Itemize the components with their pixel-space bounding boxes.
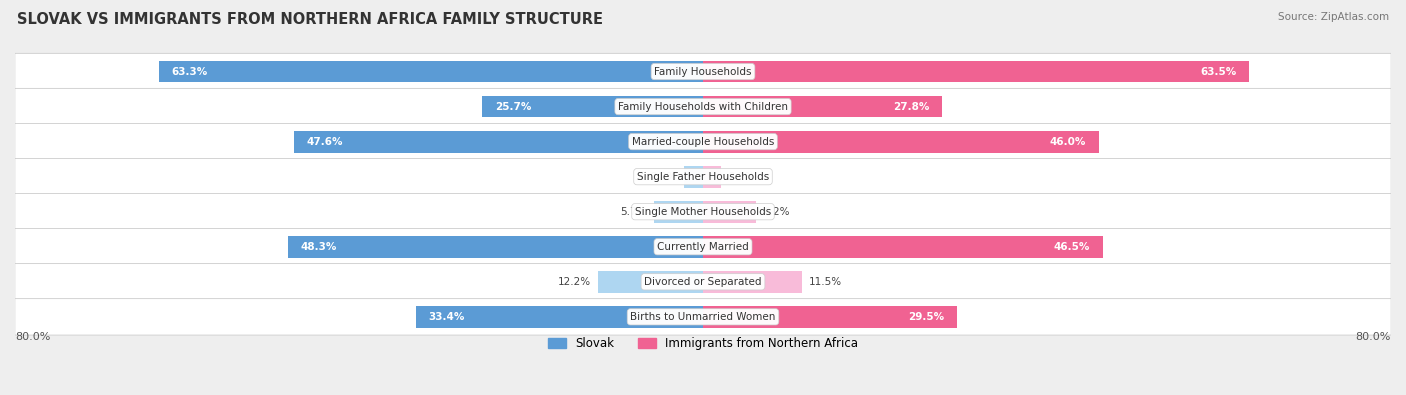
Text: Single Father Households: Single Father Households bbox=[637, 172, 769, 182]
Bar bbox=[703, 201, 756, 223]
FancyBboxPatch shape bbox=[15, 299, 1391, 335]
FancyBboxPatch shape bbox=[15, 53, 1391, 90]
Text: 25.7%: 25.7% bbox=[495, 102, 531, 112]
Text: 33.4%: 33.4% bbox=[429, 312, 465, 322]
Text: 80.0%: 80.0% bbox=[15, 332, 51, 342]
Bar bbox=[703, 131, 1098, 152]
Text: 27.8%: 27.8% bbox=[893, 102, 929, 112]
Text: 6.2%: 6.2% bbox=[763, 207, 790, 217]
Bar bbox=[703, 61, 1249, 83]
Text: 5.7%: 5.7% bbox=[620, 207, 647, 217]
Bar bbox=[703, 96, 942, 117]
Text: 2.1%: 2.1% bbox=[728, 172, 755, 182]
Text: 12.2%: 12.2% bbox=[558, 277, 591, 287]
Bar bbox=[416, 306, 703, 328]
Text: SLOVAK VS IMMIGRANTS FROM NORTHERN AFRICA FAMILY STRUCTURE: SLOVAK VS IMMIGRANTS FROM NORTHERN AFRIC… bbox=[17, 12, 603, 27]
Text: 47.6%: 47.6% bbox=[307, 137, 343, 147]
Bar bbox=[288, 236, 703, 258]
Text: Divorced or Separated: Divorced or Separated bbox=[644, 277, 762, 287]
FancyBboxPatch shape bbox=[15, 194, 1391, 230]
Text: Married-couple Households: Married-couple Households bbox=[631, 137, 775, 147]
FancyBboxPatch shape bbox=[15, 158, 1391, 195]
Text: Source: ZipAtlas.com: Source: ZipAtlas.com bbox=[1278, 12, 1389, 22]
Text: 46.5%: 46.5% bbox=[1053, 242, 1090, 252]
Bar bbox=[598, 271, 703, 293]
Bar bbox=[654, 201, 703, 223]
Text: Family Households: Family Households bbox=[654, 67, 752, 77]
Text: 11.5%: 11.5% bbox=[808, 277, 842, 287]
Text: 63.3%: 63.3% bbox=[172, 67, 208, 77]
Bar bbox=[703, 306, 956, 328]
Text: 46.0%: 46.0% bbox=[1049, 137, 1085, 147]
Text: Currently Married: Currently Married bbox=[657, 242, 749, 252]
Bar bbox=[159, 61, 703, 83]
Bar bbox=[703, 166, 721, 188]
FancyBboxPatch shape bbox=[15, 229, 1391, 265]
Text: 63.5%: 63.5% bbox=[1199, 67, 1236, 77]
Text: 48.3%: 48.3% bbox=[301, 242, 337, 252]
Text: 80.0%: 80.0% bbox=[1355, 332, 1391, 342]
Legend: Slovak, Immigrants from Northern Africa: Slovak, Immigrants from Northern Africa bbox=[543, 333, 863, 355]
Text: 2.2%: 2.2% bbox=[651, 172, 678, 182]
Bar bbox=[703, 236, 1102, 258]
Bar bbox=[703, 271, 801, 293]
FancyBboxPatch shape bbox=[15, 88, 1391, 125]
Bar bbox=[482, 96, 703, 117]
FancyBboxPatch shape bbox=[15, 263, 1391, 300]
Text: Births to Unmarried Women: Births to Unmarried Women bbox=[630, 312, 776, 322]
Bar bbox=[685, 166, 703, 188]
Text: Family Households with Children: Family Households with Children bbox=[619, 102, 787, 112]
Text: Single Mother Households: Single Mother Households bbox=[636, 207, 770, 217]
FancyBboxPatch shape bbox=[15, 123, 1391, 160]
Text: 29.5%: 29.5% bbox=[908, 312, 943, 322]
Bar bbox=[294, 131, 703, 152]
